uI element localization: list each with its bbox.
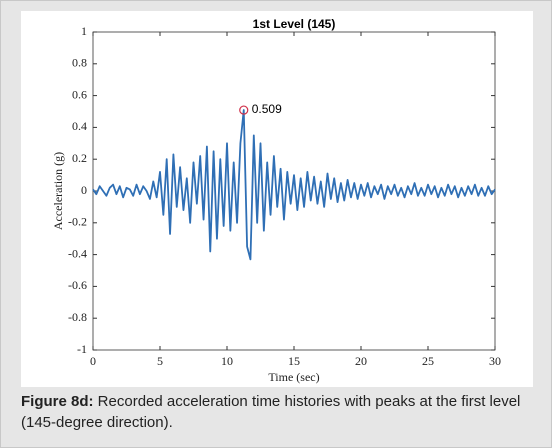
y-tick-label: -0.4 [68, 246, 87, 260]
y-tick-label: 0 [81, 183, 87, 197]
data-line [92, 109, 496, 261]
y-tick-label: 0.2 [72, 151, 87, 165]
caption-text: Recorded acceleration time histories wit… [21, 393, 521, 431]
x-tick-label: 20 [355, 354, 367, 368]
x-tick-label: 5 [157, 354, 163, 368]
caption-label: Figure 8d: [21, 393, 94, 410]
peak-label: 0.509 [252, 102, 282, 116]
peak-marker [239, 105, 249, 115]
y-tick-label: -0.2 [68, 215, 87, 229]
y-tick-label: 0.6 [72, 87, 87, 101]
chart-title: 1st Level (145) [253, 17, 336, 31]
y-axis-label: Acceleration (g) [51, 152, 65, 230]
chart: 1st Level (145) Time (sec) Acceleration … [21, 11, 533, 387]
y-tick-label: 0.8 [72, 56, 87, 70]
y-tick-label: -0.6 [68, 278, 87, 292]
x-tick-label: 15 [288, 354, 300, 368]
x-tick-label: 30 [489, 354, 501, 368]
caption: Figure 8d: Recorded acceleration time hi… [21, 391, 536, 433]
x-tick-label: 0 [90, 354, 96, 368]
x-axis-label: Time (sec) [268, 370, 319, 384]
y-tick-label: 0.4 [72, 119, 87, 133]
y-tick-label: -0.8 [68, 310, 87, 324]
x-tick-label: 10 [221, 354, 233, 368]
x-tick-label: 25 [422, 354, 434, 368]
y-tick-label: -1 [77, 342, 87, 356]
y-tick-label: 1 [81, 24, 87, 38]
